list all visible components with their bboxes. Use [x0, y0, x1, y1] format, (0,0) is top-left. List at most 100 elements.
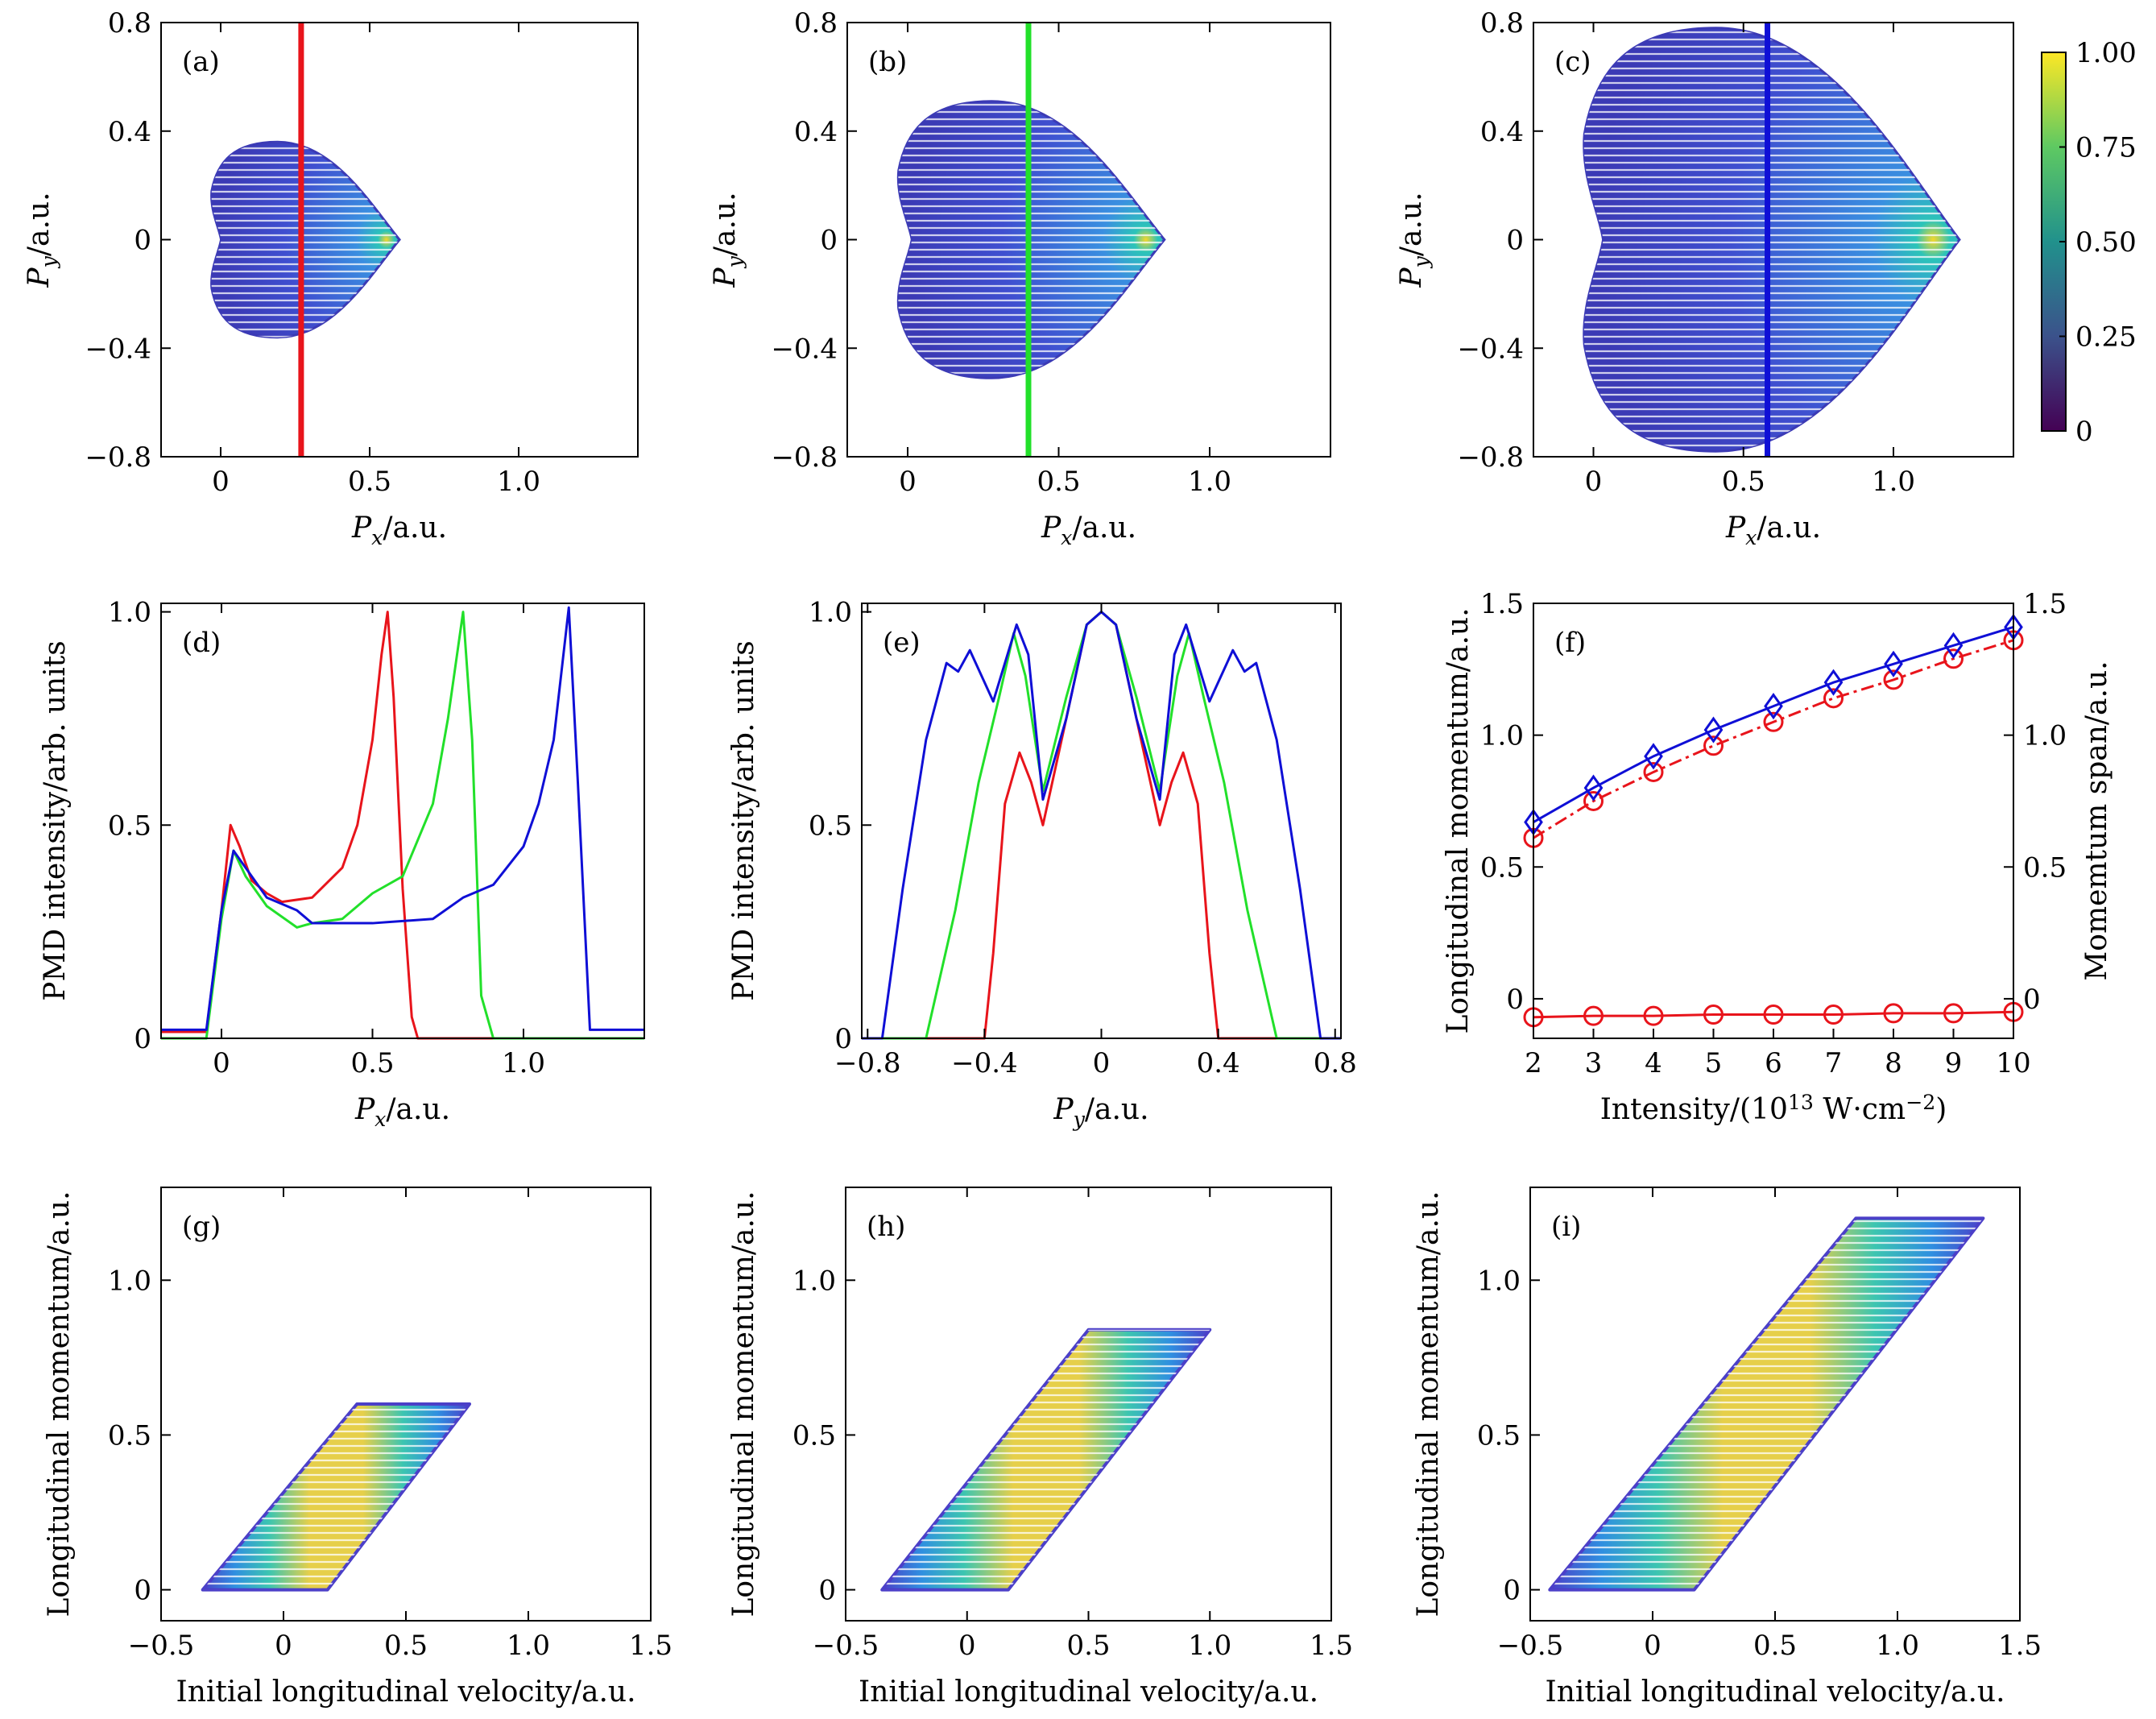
series-line-green — [862, 611, 1341, 1040]
data-point — [1943, 632, 1964, 659]
series-line-red — [1533, 639, 2014, 839]
y-axis-label: Py/a.u. — [23, 192, 60, 288]
y-tick-label: −0.4 — [85, 333, 151, 365]
x-tick-label: 1.0 — [502, 1047, 545, 1079]
x-tick-label: 1.5 — [629, 1630, 672, 1662]
y-tick-label: 0 — [834, 1023, 852, 1055]
colorbar-tick-label: 0.50 — [2075, 226, 2137, 259]
panel-label: (e) — [883, 627, 921, 659]
y-tick-label-right: 1.0 — [2023, 720, 2067, 752]
data-point — [1823, 669, 1844, 696]
axis-label-subscript: x — [1745, 526, 1757, 549]
data-point — [1703, 716, 1724, 744]
axis-label-subscript: x — [375, 1108, 386, 1131]
y-tick-label: 0.5 — [108, 810, 151, 842]
axis-label-subscript: y — [37, 255, 60, 268]
y-axis-label: Py/a.u. — [1395, 192, 1433, 288]
x-axis-label-part: W·cm — [1814, 1093, 1906, 1126]
y-tick-label: −0.4 — [1457, 333, 1524, 365]
y-tick-label: 0.5 — [792, 1419, 836, 1452]
series-line-blue — [161, 606, 644, 1031]
axis-label-symbol: P — [354, 1093, 375, 1126]
axis-label-subscript: y — [1073, 1108, 1086, 1131]
y-tick-label: 0.5 — [1477, 1419, 1521, 1452]
y-tick-label: 0 — [818, 1575, 836, 1607]
x-tick-label: 0 — [1093, 1047, 1111, 1079]
y-tick-label-right: 0.5 — [2023, 851, 2067, 884]
x-tick-label: 1.0 — [1188, 466, 1231, 498]
panel-g: −0.5 0 0.5 1.0 1.5 0 0.5 1.0 Initial longitudina… — [43, 1187, 672, 1709]
axis-label-symbol: P — [1725, 512, 1746, 545]
x-axis-label-part: ) — [1935, 1093, 1947, 1126]
x-tick-label: 0.5 — [384, 1630, 428, 1662]
axis-label-subscript: y — [1409, 255, 1433, 268]
y-tick-label: 1.0 — [809, 597, 852, 629]
panel-b: 0 0.5 1.00.80.40−0.4−0.8Px/a.u.Py/a.u.(b) — [709, 7, 1331, 549]
axis-label-subscript: y — [723, 255, 747, 268]
y-tick-label: 0.8 — [794, 7, 838, 39]
x-axis-label: Initial longitudinal velocity/a.u. — [176, 1676, 635, 1709]
y-axis-label: PMD intensity/arb. units — [39, 640, 72, 1000]
distribution-texture — [898, 101, 1165, 379]
x-tick-label: 6 — [1765, 1047, 1782, 1079]
x-tick-label: 1.0 — [497, 466, 540, 498]
x-axis-label: Intensity/(1013 W·cm−2) — [1600, 1091, 1947, 1126]
x-axis-label: Px/a.u. — [1041, 512, 1136, 549]
panel-label: (f) — [1554, 627, 1586, 659]
y-tick-label: 1.0 — [108, 597, 151, 629]
y-axis-label: PMD intensity/arb. units — [727, 640, 760, 1000]
axis-label-symbol: P — [709, 267, 742, 288]
y-tick-label: −0.8 — [85, 441, 151, 474]
x-tick-label: 0 — [1644, 1630, 1661, 1662]
x-axis-label: Initial longitudinal velocity/a.u. — [859, 1676, 1318, 1709]
y-tick-label: 0.4 — [794, 116, 838, 148]
y-tick-label: 1.0 — [1480, 720, 1524, 752]
colorbar: 1.00 0.75 0.50 0.25 0 — [2041, 37, 2137, 448]
y-tick-label: −0.8 — [1457, 441, 1524, 474]
data-point — [1583, 774, 1604, 802]
band-texture — [882, 1329, 1210, 1590]
data-point — [1823, 688, 1844, 709]
x-tick-label: 0 — [275, 1630, 292, 1662]
x-tick-label: 0 — [899, 466, 917, 498]
y-axis-label: Longitudinal momentum/a.u. — [43, 1191, 76, 1617]
panel-label: (c) — [1554, 46, 1591, 78]
axis-label-symbol: P — [351, 512, 372, 545]
x-axis-label: Px/a.u. — [351, 512, 447, 549]
y-tick-label: 0 — [1506, 984, 1524, 1016]
x-tick-label: 9 — [1945, 1047, 1963, 1079]
y-tick-label: 0.4 — [108, 116, 151, 148]
y-tick-label: 0 — [134, 1575, 151, 1607]
panel-c: 0 0.5 1.00.80.40−0.4−0.8Px/a.u.Py/a.u.(c) — [1395, 7, 2014, 549]
panel-label: (h) — [867, 1211, 905, 1243]
y-tick-label: 0 — [1503, 1575, 1521, 1607]
axis-label-unit: /a.u. — [23, 192, 56, 256]
axis-label-unit: /a.u. — [383, 512, 447, 545]
panel-f: 2 3 4 5 6 7 8 9 10 0 0.5 1.0 1.5 0 0.5 1.0 1.5 Intensity/… — [1442, 588, 2113, 1126]
panel-label: (b) — [868, 46, 907, 78]
x-tick-label: −0.5 — [128, 1630, 195, 1662]
colorbar-tick-label: 1.00 — [2075, 37, 2137, 69]
axis-label-subscript: x — [371, 526, 383, 549]
series-line-red — [1533, 1010, 2014, 1019]
plot-frame — [861, 603, 1342, 1039]
panel-h: −0.5 0 0.5 1.0 1.5 0 0.5 1.0 Initial longitudina… — [727, 1187, 1353, 1709]
x-tick-label: 2 — [1525, 1047, 1542, 1079]
data-point — [1883, 669, 1904, 690]
x-tick-label: 1.0 — [1876, 1630, 1919, 1662]
data-point — [1764, 693, 1783, 720]
y-axis-label-left: Longitudinal momentum/a.u. — [1442, 607, 1475, 1033]
x-tick-label: 1.5 — [1310, 1630, 1353, 1662]
data-point — [1883, 1003, 1904, 1024]
x-tick-label: 5 — [1705, 1047, 1723, 1079]
x-tick-label: −0.5 — [813, 1630, 879, 1662]
axis-label-unit: /a.u. — [1757, 512, 1821, 545]
x-tick-label: 1.5 — [1998, 1630, 2042, 1662]
x-tick-label: 0.4 — [1197, 1047, 1240, 1079]
panel-label: (i) — [1551, 1211, 1581, 1243]
y-tick-label: 0.8 — [1480, 7, 1524, 39]
distribution-texture — [1583, 27, 1959, 452]
y-tick-label-right: 0 — [2023, 984, 2041, 1016]
series-line-blue — [862, 611, 1341, 1040]
